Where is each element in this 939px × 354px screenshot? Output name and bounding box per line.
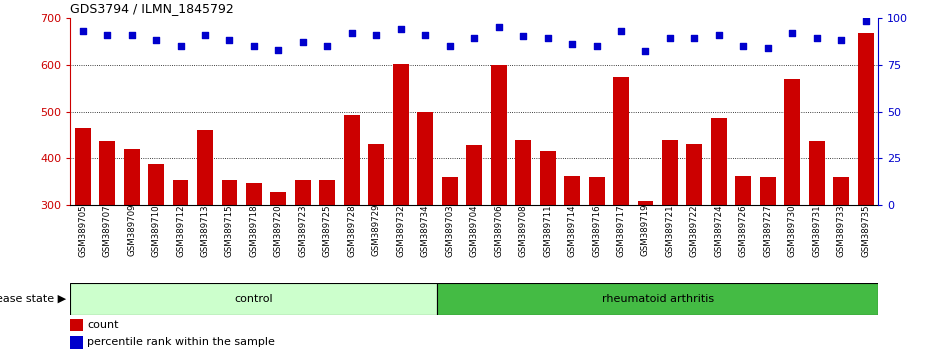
Point: [564, 41, 579, 47]
Bar: [75, 128, 90, 346]
Point: [736, 43, 751, 48]
Bar: [124, 149, 140, 346]
Point: [148, 38, 163, 43]
Bar: [833, 177, 849, 346]
Bar: [344, 115, 360, 346]
Bar: [70, 283, 438, 315]
Bar: [197, 130, 213, 346]
Bar: [638, 201, 654, 346]
Bar: [760, 177, 776, 346]
Bar: [735, 176, 751, 346]
Bar: [540, 152, 556, 346]
Text: percentile rank within the sample: percentile rank within the sample: [87, 337, 275, 347]
Point: [124, 32, 139, 38]
Bar: [711, 118, 727, 346]
Point: [834, 38, 849, 43]
Bar: [270, 192, 286, 346]
Point: [442, 43, 457, 48]
Point: [491, 24, 506, 30]
Bar: [564, 176, 580, 346]
Point: [246, 43, 261, 48]
Bar: [613, 77, 629, 346]
Point: [296, 39, 311, 45]
Point: [662, 35, 677, 41]
Bar: [246, 183, 262, 346]
Bar: [784, 79, 800, 346]
Text: control: control: [235, 294, 273, 304]
Bar: [70, 336, 84, 349]
Bar: [662, 139, 678, 346]
Bar: [173, 179, 189, 346]
Bar: [491, 65, 507, 346]
Point: [393, 26, 408, 32]
Bar: [393, 64, 408, 346]
Point: [320, 43, 335, 48]
Point: [222, 38, 237, 43]
Bar: [70, 319, 84, 331]
Bar: [467, 145, 482, 346]
Point: [761, 45, 776, 51]
Bar: [516, 139, 531, 346]
Bar: [686, 144, 702, 346]
Point: [197, 32, 212, 38]
Text: GDS3794 / ILMN_1845792: GDS3794 / ILMN_1845792: [70, 2, 234, 15]
Bar: [100, 141, 115, 346]
Bar: [222, 179, 238, 346]
Text: disease state ▶: disease state ▶: [0, 294, 66, 304]
Bar: [589, 177, 605, 346]
Point: [467, 35, 482, 41]
Bar: [441, 177, 457, 346]
Point: [712, 32, 727, 38]
Point: [638, 48, 653, 54]
Point: [271, 47, 286, 52]
Bar: [858, 33, 873, 346]
Point: [540, 35, 555, 41]
Point: [173, 43, 188, 48]
Point: [589, 43, 604, 48]
Point: [785, 30, 800, 35]
Point: [75, 28, 90, 34]
Point: [687, 35, 702, 41]
Point: [858, 19, 873, 24]
Point: [809, 35, 824, 41]
Point: [516, 34, 531, 39]
Bar: [319, 179, 335, 346]
Text: rheumatoid arthritis: rheumatoid arthritis: [602, 294, 714, 304]
Bar: [417, 112, 433, 346]
Bar: [438, 283, 878, 315]
Point: [100, 32, 115, 38]
Point: [613, 28, 628, 34]
Point: [369, 32, 384, 38]
Point: [345, 30, 360, 35]
Point: [418, 32, 433, 38]
Bar: [295, 179, 311, 346]
Text: count: count: [87, 320, 119, 330]
Bar: [808, 141, 824, 346]
Bar: [368, 144, 384, 346]
Bar: [148, 164, 164, 346]
